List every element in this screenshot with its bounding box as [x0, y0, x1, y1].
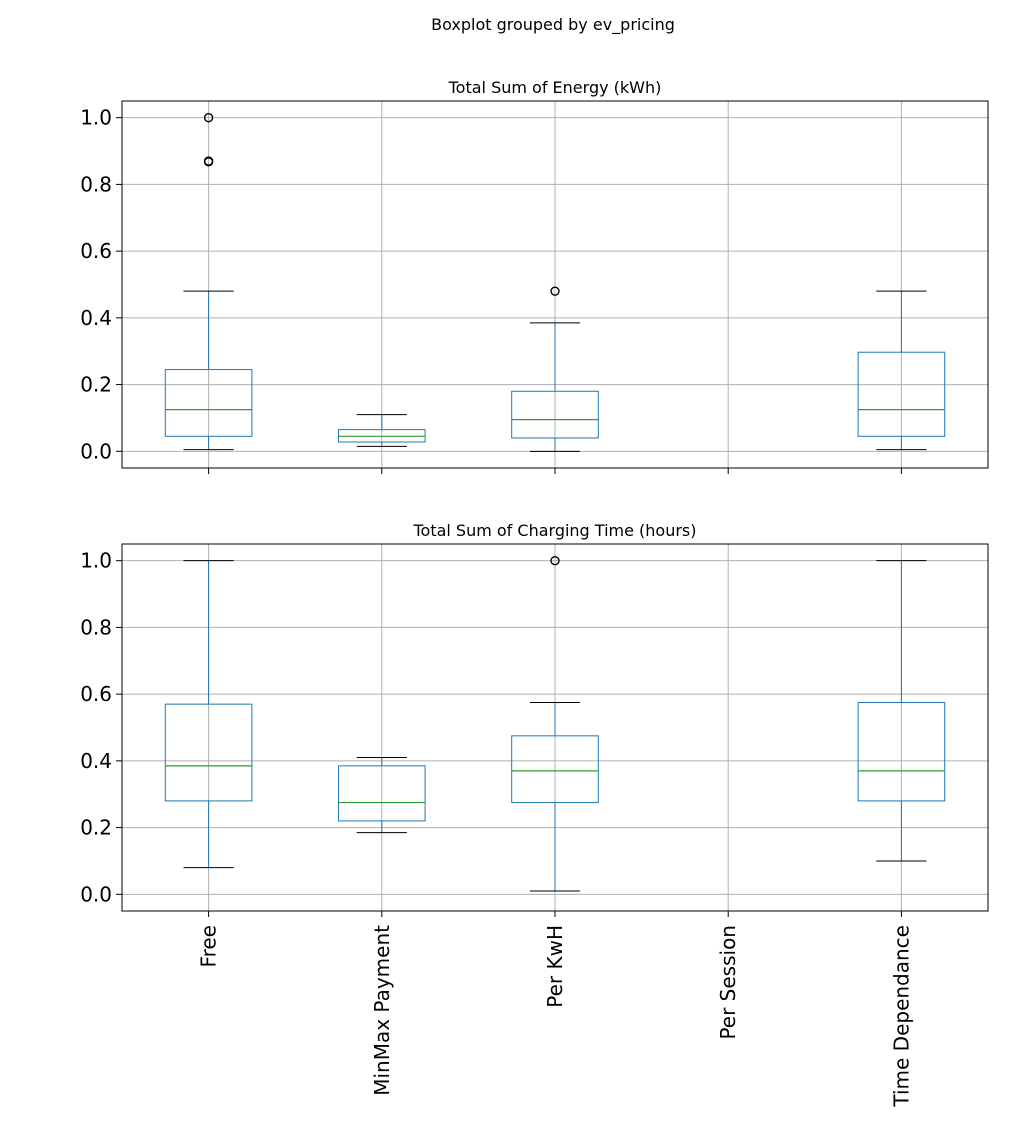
- box-per-kwh: [511, 286, 599, 452]
- axes-frame: [121, 543, 989, 912]
- y-tick-label: 0.2: [80, 373, 112, 397]
- box-free: [164, 560, 253, 869]
- box-minmax-payment: [338, 757, 426, 834]
- box-free: [164, 112, 253, 451]
- box-time-dependance: [857, 560, 946, 862]
- iqr-box: [511, 735, 599, 804]
- y-tick-label: 0.6: [80, 239, 112, 263]
- figure-suptitle: Boxplot grouped by ev_pricing: [431, 15, 675, 35]
- iqr-box: [164, 369, 253, 437]
- subplot-title: Total Sum of Energy (kWh): [448, 78, 662, 97]
- x-tick-label-per-session: Per Session: [716, 925, 740, 1040]
- y-tick-label: 0.4: [80, 306, 112, 330]
- box-minmax-payment: [338, 414, 426, 447]
- iqr-box: [338, 765, 426, 822]
- box-time-dependance: [857, 290, 946, 451]
- y-tick-label: 0.2: [80, 816, 112, 840]
- iqr-box: [511, 390, 599, 439]
- x-tick-label-time-dependance: Time Dependance: [889, 925, 913, 1108]
- y-tick-label: 0.4: [80, 749, 112, 773]
- subplot-title: Total Sum of Charging Time (hours): [412, 521, 696, 540]
- box-per-kwh: [511, 555, 599, 892]
- x-tick-label-free: Free: [197, 925, 221, 967]
- subplot-1: Total Sum of Energy (kWh) 0.0 0.2 0.4 0.6 0.8…: [80, 78, 989, 474]
- y-tick-label: 0.8: [80, 172, 112, 196]
- subplot-panels: Total Sum of Energy (kWh) 0.0 0.2 0.4 0.6 0.8…: [80, 78, 989, 1108]
- outlier-point: [550, 555, 560, 566]
- y-tick-label: 0.0: [80, 882, 112, 906]
- outlier-point: [203, 112, 214, 123]
- y-tick-label: 0.0: [80, 439, 112, 463]
- y-tick-label: 1.0: [80, 106, 112, 130]
- iqr-box: [857, 701, 946, 802]
- outlier-point: [203, 157, 214, 167]
- y-tick-label: 0.6: [80, 682, 112, 706]
- x-tick-label-per-kwh: Per KwH: [543, 925, 567, 1008]
- y-tick-label: 1.0: [80, 549, 112, 573]
- axes-frame: [121, 100, 989, 469]
- iqr-box: [857, 351, 946, 437]
- outlier-point: [550, 286, 560, 296]
- x-tick-label-minmax-payment: MinMax Payment: [370, 925, 394, 1096]
- y-tick-label: 0.8: [80, 615, 112, 639]
- iqr-box: [164, 703, 253, 802]
- subplot-2: Total Sum of Charging Time (hours) 0.0 0.2…: [80, 521, 989, 1108]
